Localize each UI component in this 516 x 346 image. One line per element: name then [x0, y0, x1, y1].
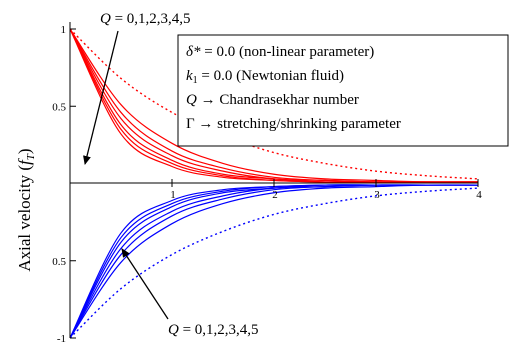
lower-q-arrow: [121, 248, 169, 320]
lower-q-annotation: Q = 0,1,2,3,4,5: [168, 322, 259, 338]
legend-line-delta: δ* = 0.0 (non-linear parameter): [186, 44, 374, 60]
y-tick-label: 1: [61, 24, 67, 36]
upper-dotted-curve: [69, 28, 479, 180]
lower-dotted-curve: [69, 187, 479, 339]
axes: 1 2 3 4 1 0.5 0.5 -1: [52, 22, 482, 345]
legend-frame: [177, 34, 509, 147]
upper-q-annotation: Q = 0,1,2,3,4,5: [100, 11, 191, 27]
legend-line-gamma: Γ → stretching/shrinking parameter: [186, 116, 401, 132]
y-tick-label: 0.5: [52, 101, 66, 113]
x-ticks: 1 2 3 4: [170, 179, 482, 201]
upper-curve-q5: [69, 28, 479, 183]
curve-group: [69, 28, 479, 339]
legend-line-k1: k1 = 0.0 (Newtonian fluid): [186, 68, 344, 86]
x-tick-label: 1: [170, 189, 176, 201]
lower-curve-q3: [69, 184, 478, 339]
parameter-legend-box: δ* = 0.0 (non-linear parameter) k1 = 0.0…: [177, 34, 509, 147]
y-ticks: 1 0.5 0.5 -1: [52, 24, 76, 345]
x-tick-label: 2: [272, 189, 278, 201]
lower-curve-q1: [69, 184, 478, 339]
y-axis-label: Axial velocity (fT): [15, 148, 37, 271]
lower-curve-q5: [69, 184, 479, 339]
lower-curve-q2: [69, 184, 478, 339]
x-tick-label: 3: [374, 189, 380, 201]
lower-curve-q0: [69, 184, 478, 339]
upper-q-arrow: [83, 30, 119, 165]
legend-line-q: Q → Chandrasekhar number: [186, 92, 359, 108]
y-tick-label: 0.5: [52, 256, 66, 268]
x-tick-label: 4: [476, 189, 482, 201]
y-tick-label: -1: [57, 333, 66, 345]
lower-curve-q4: [69, 184, 478, 339]
